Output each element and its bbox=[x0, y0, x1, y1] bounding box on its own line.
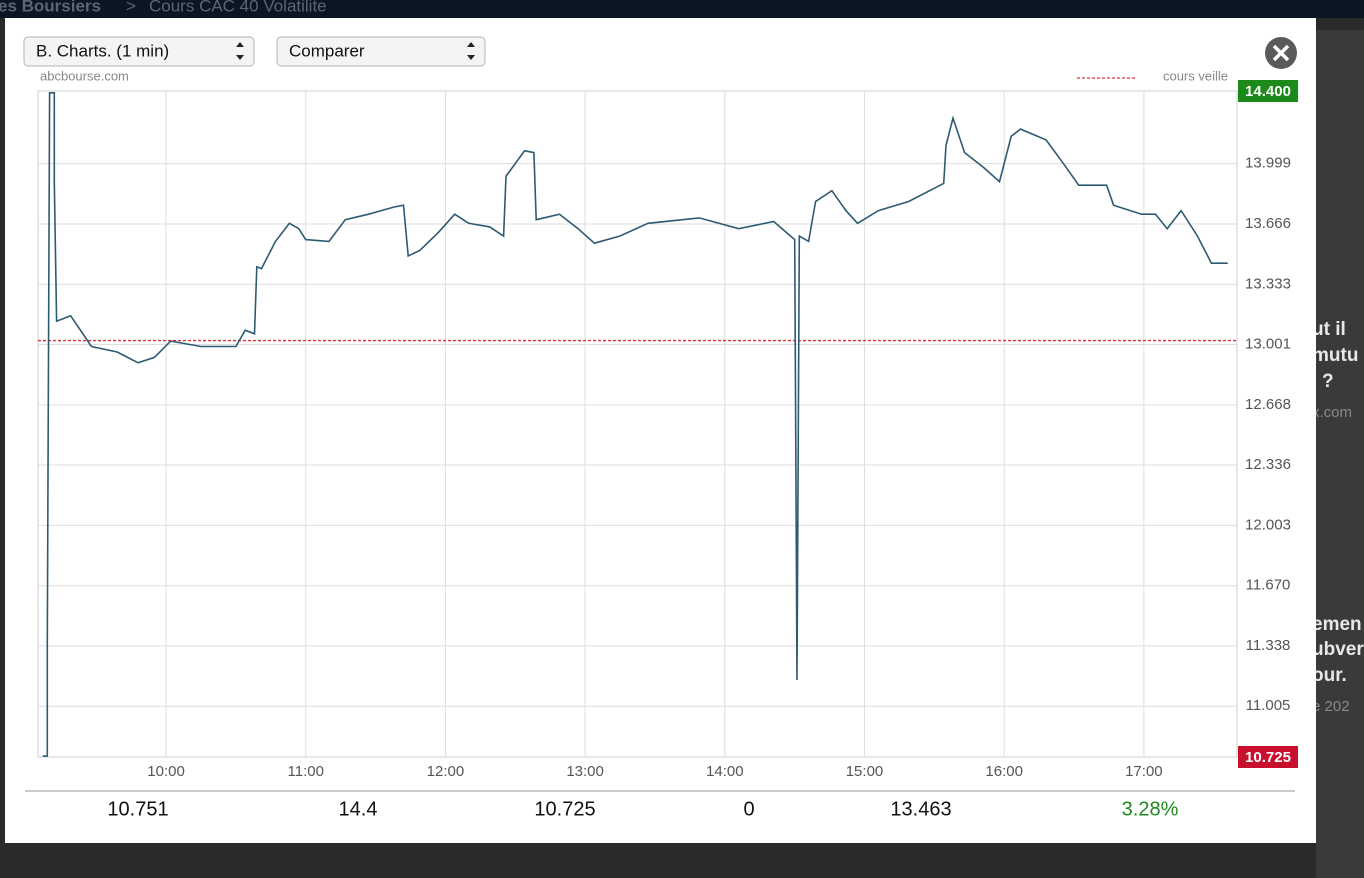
stat-value: 14.4 bbox=[339, 798, 378, 820]
breadcrumb-sep: > bbox=[126, 0, 136, 15]
x-tick-label: 16:00 bbox=[985, 763, 1023, 780]
extreme-badge bbox=[1238, 80, 1298, 102]
breadcrumb[interactable]: Cours CAC 40 Volatilite bbox=[149, 0, 327, 15]
top-bar bbox=[0, 0, 1364, 18]
y-tick-label: 12.336 bbox=[1245, 456, 1291, 473]
x-tick-label: 14:00 bbox=[706, 763, 744, 780]
x-tick-label: 15:00 bbox=[846, 763, 884, 780]
compare-select[interactable] bbox=[276, 36, 486, 67]
stat-value: 10.725 bbox=[534, 798, 595, 820]
x-tick-label: 13:00 bbox=[566, 763, 604, 780]
side-ad bbox=[1316, 30, 1364, 878]
y-tick-label: 13.333 bbox=[1245, 275, 1291, 292]
ad-text: emen bbox=[1312, 614, 1362, 635]
stats-row: 10.751 14.4 10.725 0 13.463 3.28% bbox=[107, 798, 1178, 820]
legend-label: cours veille bbox=[1163, 68, 1228, 83]
x-tick-label: 12:00 bbox=[427, 763, 465, 780]
y-tick-label: 11.338 bbox=[1246, 637, 1291, 654]
extreme-label: 10.725 bbox=[1245, 749, 1291, 766]
stat-value: 10.751 bbox=[107, 798, 168, 820]
y-tick-label: 12.668 bbox=[1245, 396, 1291, 413]
extreme-badge bbox=[1238, 746, 1298, 768]
x-tick-label: 11:00 bbox=[288, 763, 324, 780]
x-tick-label: 17:00 bbox=[1125, 763, 1163, 780]
ad-text: mutu bbox=[1312, 345, 1358, 366]
select-arrows bbox=[467, 42, 475, 60]
stat-value: 0 bbox=[743, 798, 754, 820]
stat-value: 3.28% bbox=[1122, 798, 1179, 820]
y-tick-label: 13.001 bbox=[1245, 336, 1291, 353]
y-tick-label: 13.999 bbox=[1245, 155, 1291, 172]
select-arrows bbox=[236, 42, 244, 60]
extreme-label: 14.400 bbox=[1245, 83, 1291, 100]
y-tick-label: 12.003 bbox=[1245, 516, 1291, 533]
close-button[interactable] bbox=[1265, 37, 1297, 69]
side-ad-texts: ut il mutu ? x.com emen ubver our. e 202 bbox=[1312, 319, 1364, 715]
x-tick-label: 10:00 bbox=[147, 763, 185, 780]
source-label: abcbourse.com bbox=[40, 68, 129, 83]
close-icon[interactable] bbox=[1272, 44, 1290, 62]
ad-text: e 202 bbox=[1312, 698, 1350, 715]
interval-select[interactable] bbox=[23, 36, 255, 67]
ad-text: x.com bbox=[1312, 404, 1352, 421]
ad-text: ubver bbox=[1312, 639, 1364, 660]
y-tick-label: 11.670 bbox=[1246, 577, 1291, 594]
ad-text: ? bbox=[1322, 371, 1334, 392]
breadcrumb[interactable]: es Boursiers bbox=[0, 0, 101, 15]
price-line bbox=[42, 92, 1228, 757]
stat-value: 13.463 bbox=[890, 798, 951, 820]
ad-text: ut il bbox=[1312, 319, 1346, 340]
ad-text: our. bbox=[1312, 665, 1347, 686]
select-label: Comparer bbox=[289, 41, 365, 60]
plot-area bbox=[37, 90, 1238, 758]
select-label: B. Charts. (1 min) bbox=[36, 41, 169, 60]
chart: 11.005 11.338 11.670 12.003 12.336 12.668 13.0… bbox=[37, 68, 1298, 780]
y-tick-label: 11.005 bbox=[1246, 697, 1291, 714]
y-tick-label: 13.666 bbox=[1245, 215, 1291, 232]
